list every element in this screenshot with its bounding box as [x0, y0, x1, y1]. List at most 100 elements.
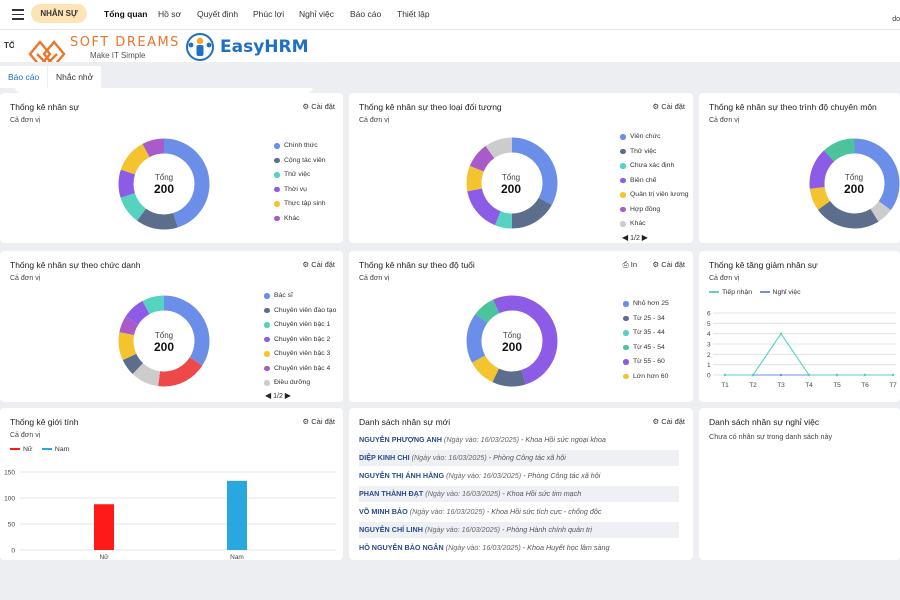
bar[interactable]	[227, 480, 247, 550]
nav-nghi-viec[interactable]: Nghỉ việc	[299, 9, 334, 19]
employee-name[interactable]: VÕ MINH BẢO	[359, 507, 408, 516]
softdreams-name: SOFT DREAMS	[70, 35, 180, 50]
legend-item[interactable]: Chuyên viên bậc 4	[264, 364, 336, 379]
legend-item[interactable]: Từ 25 - 34	[623, 314, 669, 329]
nav-tong-quan[interactable]: Tổng quan	[104, 9, 148, 19]
list-item[interactable]: HỒ NGUYỄN BẢO NGÂN (Ngày vào: 16/03/2025…	[359, 540, 683, 556]
list-item[interactable]: DIỆP KINH CHI (Ngày vào: 16/03/2025) - P…	[359, 450, 679, 466]
donut-chart	[118, 295, 210, 387]
legend-item-nghi-viec[interactable]: Nghỉ việc	[759, 289, 801, 296]
legend-item[interactable]: Nhỏ hơn 25	[623, 299, 669, 314]
data-point[interactable]	[779, 373, 783, 377]
bar[interactable]	[94, 504, 114, 550]
donut-slice[interactable]	[809, 138, 900, 229]
legend-item[interactable]: Từ 55 - 60	[623, 357, 669, 372]
legend-item[interactable]: Chuyên viên bậc 1	[264, 320, 336, 335]
data-point[interactable]	[751, 373, 755, 377]
y-tick-label: 50	[8, 522, 16, 529]
legend-item[interactable]: Điều dưỡng	[264, 378, 336, 393]
donut-slice[interactable]	[466, 137, 558, 229]
legend-item[interactable]: Thực tập sinh	[274, 199, 326, 214]
donut-slice[interactable]	[466, 295, 558, 387]
donut-slice[interactable]	[118, 138, 210, 230]
settings-button[interactable]: ⚙ Cài đặt	[302, 102, 335, 111]
tab-nhac-nho[interactable]: Nhắc nhở	[48, 66, 102, 88]
data-point[interactable]	[891, 373, 895, 377]
legend-item-tiep-nhan[interactable]: Tiếp nhận	[709, 289, 752, 296]
card-age-stats: Thống kê nhân sự theo độ tuổi ⎙ In ⚙ Cài…	[349, 251, 693, 402]
donut-slice[interactable]	[118, 295, 210, 387]
legend-item[interactable]: Cộng tác viên	[274, 156, 326, 171]
donut-slice[interactable]	[118, 295, 210, 387]
data-point[interactable]	[863, 373, 867, 377]
settings-button[interactable]: ⚙ Cài đặt	[652, 260, 685, 269]
nav-thiet-lap[interactable]: Thiết lập	[397, 9, 430, 19]
data-point[interactable]	[723, 373, 727, 377]
next-arrow-icon[interactable]: ▶	[284, 391, 291, 400]
legend-item[interactable]: Bác sĩ	[264, 291, 336, 306]
legend-item[interactable]: Khác	[274, 214, 326, 229]
nav-ho-so[interactable]: Hồ sơ	[158, 9, 182, 19]
employee-name[interactable]: NGUYỄN THỊ ÁNH HẰNG	[359, 471, 445, 480]
prev-arrow-icon[interactable]: ◀	[265, 391, 272, 400]
user-menu[interactable]: do	[892, 16, 900, 23]
legend-item[interactable]: Thử việc	[274, 170, 326, 185]
legend-item-nu[interactable]: Nữ	[10, 446, 32, 453]
data-point[interactable]	[835, 373, 839, 377]
data-point[interactable]	[779, 332, 783, 335]
donut-slice[interactable]	[118, 138, 210, 230]
next-arrow-icon[interactable]: ▶	[641, 233, 648, 242]
employee-name[interactable]: DIỆP KINH CHI	[359, 453, 410, 462]
legend-item-nam[interactable]: Nam	[41, 446, 69, 453]
donut-slice[interactable]	[466, 137, 558, 229]
employee-name[interactable]: PHAN THÀNH ĐẠT	[359, 489, 424, 498]
legend-item[interactable]: Chuyên viên bậc 3	[264, 349, 336, 364]
donut-slice[interactable]	[118, 138, 210, 230]
legend-item[interactable]: Từ 45 - 54	[623, 343, 669, 358]
data-point[interactable]	[807, 373, 811, 377]
donut-slice[interactable]	[809, 138, 900, 229]
settings-button[interactable]: ⚙ Cài đặt	[302, 260, 335, 269]
list-item[interactable]: VÕ MINH BẢO (Ngày vào: 16/03/2025) - Kho…	[359, 504, 683, 520]
list-item[interactable]: NGUYỄN THỊ ÁNH HẰNG (Ngày vào: 16/03/202…	[359, 468, 683, 484]
legend-item[interactable]: Biên chế	[620, 176, 689, 191]
legend-item[interactable]: Thử việc	[620, 147, 689, 162]
donut-slice[interactable]	[466, 137, 558, 229]
legend-item[interactable]: Lớn hơn 60	[623, 372, 669, 387]
legend-item[interactable]: Từ 35 - 44	[623, 328, 669, 343]
legend-item[interactable]: Chưa xác định	[620, 161, 689, 176]
legend-item[interactable]: Chính thức	[274, 141, 326, 156]
legend-item[interactable]: Thời vụ	[274, 185, 326, 200]
legend-item[interactable]: Chuyên viên bậc 2	[264, 335, 336, 350]
employee-name[interactable]: NGUYỄN PHƯỢNG ANH	[359, 435, 442, 444]
prev-arrow-icon[interactable]: ◀	[622, 233, 629, 242]
legend-item[interactable]: Chuyên viên đào tạo	[264, 306, 336, 321]
nav-bao-cao[interactable]: Báo cáo	[350, 9, 382, 19]
employee-name[interactable]: NGUYỄN CHÍ LINH	[359, 525, 423, 534]
nav-quyet-dinh[interactable]: Quyết định	[197, 9, 239, 19]
module-button[interactable]: NHÂN SỰ	[31, 4, 87, 23]
join-date: (Ngày vào: 16/03/2025)	[446, 471, 522, 480]
donut-slice[interactable]	[809, 138, 900, 229]
bar-chart: 0 50 100 150 Nữ Nam	[4, 470, 336, 560]
donut-slice[interactable]	[466, 295, 558, 387]
legend-item[interactable]: Khác	[620, 219, 689, 234]
donut-slice[interactable]	[118, 295, 210, 387]
menu-icon[interactable]	[12, 9, 24, 20]
legend-item[interactable]: Quản trị viên lương	[620, 190, 689, 205]
list-item[interactable]: PHAN THÀNH ĐẠT (Ngày vào: 16/03/2025) - …	[359, 486, 679, 502]
line-legend: Tiếp nhận Nghỉ việc	[709, 289, 801, 296]
donut-slice[interactable]	[466, 295, 558, 387]
legend-item[interactable]: Hợp đồng	[620, 205, 689, 220]
employee-name[interactable]: HỒ NGUYỄN BẢO NGÂN	[359, 543, 444, 552]
settings-button[interactable]: ⚙ Cài đặt	[652, 417, 685, 426]
settings-button[interactable]: ⚙ Cài đặt	[302, 417, 335, 426]
list-item[interactable]: NGUYỄN PHƯỢNG ANH (Ngày vào: 16/03/2025)…	[359, 432, 683, 448]
settings-button[interactable]: ⚙ Cài đặt	[652, 102, 685, 111]
legend-item[interactable]: Viên chức	[620, 132, 689, 147]
legend-dot-icon	[274, 157, 280, 163]
nav-phuc-loi[interactable]: Phúc lợi	[253, 9, 285, 19]
tab-bao-cao[interactable]: Báo cáo	[0, 66, 48, 88]
list-item[interactable]: NGUYỄN CHÍ LINH (Ngày vào: 16/03/2025) -…	[359, 522, 679, 538]
print-button[interactable]: ⎙ In	[623, 260, 637, 270]
